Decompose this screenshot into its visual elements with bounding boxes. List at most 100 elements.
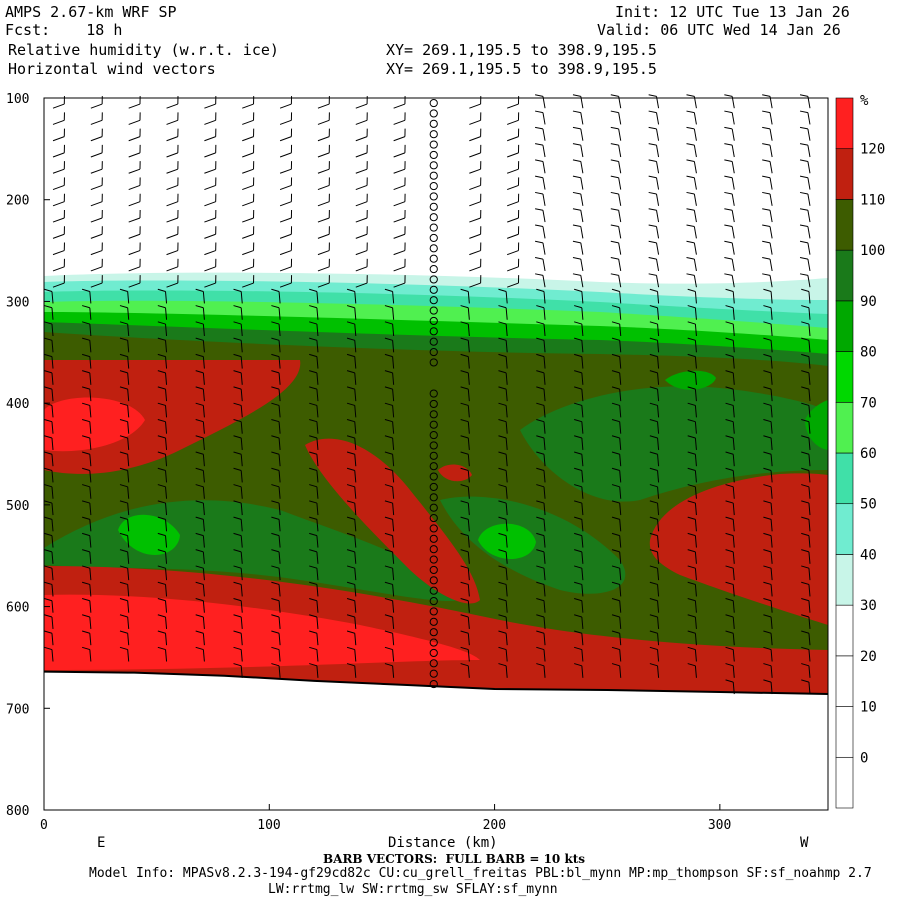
wind-barb: [242, 209, 255, 223]
wind-barb: [195, 451, 205, 467]
wind-barb: [725, 370, 735, 385]
wind-barb: [271, 370, 281, 385]
wind-barb: [574, 305, 584, 320]
wind-barb: [687, 646, 697, 662]
wind-barb: [355, 112, 368, 125]
wind-barb: [233, 402, 243, 418]
wind-barb: [687, 516, 697, 532]
wind-barb: [687, 630, 697, 646]
wind-barb: [574, 516, 584, 532]
wind-barb: [536, 630, 546, 646]
wind-barb: [507, 161, 520, 174]
wind-barb: [572, 143, 584, 158]
wind-barb: [204, 258, 217, 272]
wind-barb: [649, 370, 660, 385]
wind-barb: [309, 500, 319, 516]
wind-barb: [233, 614, 243, 629]
wind-barb: [498, 549, 508, 564]
wind-barb: [309, 484, 319, 499]
wind-barb: [128, 193, 141, 207]
wind-barb: [157, 516, 168, 532]
colorbar-swatch: [835, 554, 854, 606]
wind-barb: [469, 112, 482, 125]
wind-barb: [90, 275, 103, 288]
wind-barb: [166, 275, 179, 288]
wind-barb: [801, 646, 811, 662]
wind-barb: [81, 435, 92, 450]
wind-barb: [687, 305, 697, 320]
wind-barb: [157, 402, 168, 418]
wind-barb: [81, 386, 92, 402]
wind-barb: [166, 96, 179, 109]
wind-barb: [271, 288, 281, 304]
wind-barb: [119, 321, 130, 337]
wind-barb: [460, 646, 470, 662]
wind-barb: [648, 175, 660, 190]
wind-barb: [725, 467, 735, 483]
wind-barb: [384, 614, 395, 629]
wind-barb: [724, 175, 735, 190]
wind-barb: [195, 370, 205, 385]
wind-barb: [687, 418, 697, 434]
wind-barb: [724, 110, 735, 125]
wind-barb: [498, 630, 508, 646]
wind-barb: [317, 177, 330, 191]
wind-barb: [763, 435, 773, 450]
wind-barb: [271, 581, 281, 597]
wind-barb: [309, 516, 319, 532]
calm-circle: [429, 451, 438, 460]
wind-barb: [762, 273, 773, 288]
wind-barb: [725, 598, 735, 613]
wind-barb: [610, 175, 622, 190]
wind-barb: [128, 177, 141, 191]
wind-barb: [233, 663, 243, 678]
wind-barb: [242, 258, 255, 272]
wind-barb: [317, 112, 330, 125]
wind-barb: [317, 242, 330, 256]
rh-bright-pocket-left: [118, 514, 180, 555]
wind-barb: [384, 663, 395, 678]
wind-barb: [498, 305, 508, 320]
wind-barb: [801, 305, 811, 320]
wind-barb: [649, 581, 660, 597]
wind-barb: [157, 614, 168, 629]
wind-barb: [81, 305, 92, 320]
calm-circle: [429, 503, 438, 512]
wind-barb: [498, 353, 508, 369]
wind-barb: [574, 549, 584, 564]
wind-barb: [271, 532, 281, 548]
model-info-line2: LW:rrtmg_lw SW:rrtmg_sw SFLAY:sf_mynn: [268, 882, 558, 897]
wind-barb: [536, 288, 546, 304]
wind-barb: [346, 581, 357, 597]
wind-barb: [536, 353, 546, 369]
wind-barb: [233, 630, 243, 646]
wind-barb: [204, 275, 217, 288]
wind-barb: [687, 614, 697, 629]
wind-barb: [469, 128, 482, 142]
wind-barb: [81, 614, 92, 629]
wind-barb: [44, 386, 54, 402]
wind-barb: [317, 209, 330, 223]
wind-barb: [271, 337, 281, 353]
wind-barb: [119, 386, 130, 402]
wind-barb: [469, 226, 482, 239]
wind-barb: [611, 321, 622, 337]
calm-circle: [429, 513, 438, 523]
wind-barb: [157, 500, 168, 516]
calm-circle: [429, 669, 438, 678]
wind-barb: [271, 516, 281, 532]
wind-barb: [346, 337, 357, 353]
wind-barb: [801, 516, 811, 532]
wind-barb: [346, 353, 357, 369]
wind-barb: [233, 484, 243, 499]
wind-barbs: [44, 94, 811, 695]
wind-barb: [687, 402, 697, 418]
wind-barb: [762, 126, 773, 141]
wind-barb: [799, 240, 811, 255]
wind-barb: [204, 128, 217, 142]
wind-barb: [346, 549, 357, 564]
wind-barb: [90, 177, 103, 191]
rh-red-region-right: [649, 473, 828, 625]
wind-barb: [649, 386, 660, 402]
wind-barb: [384, 598, 395, 613]
